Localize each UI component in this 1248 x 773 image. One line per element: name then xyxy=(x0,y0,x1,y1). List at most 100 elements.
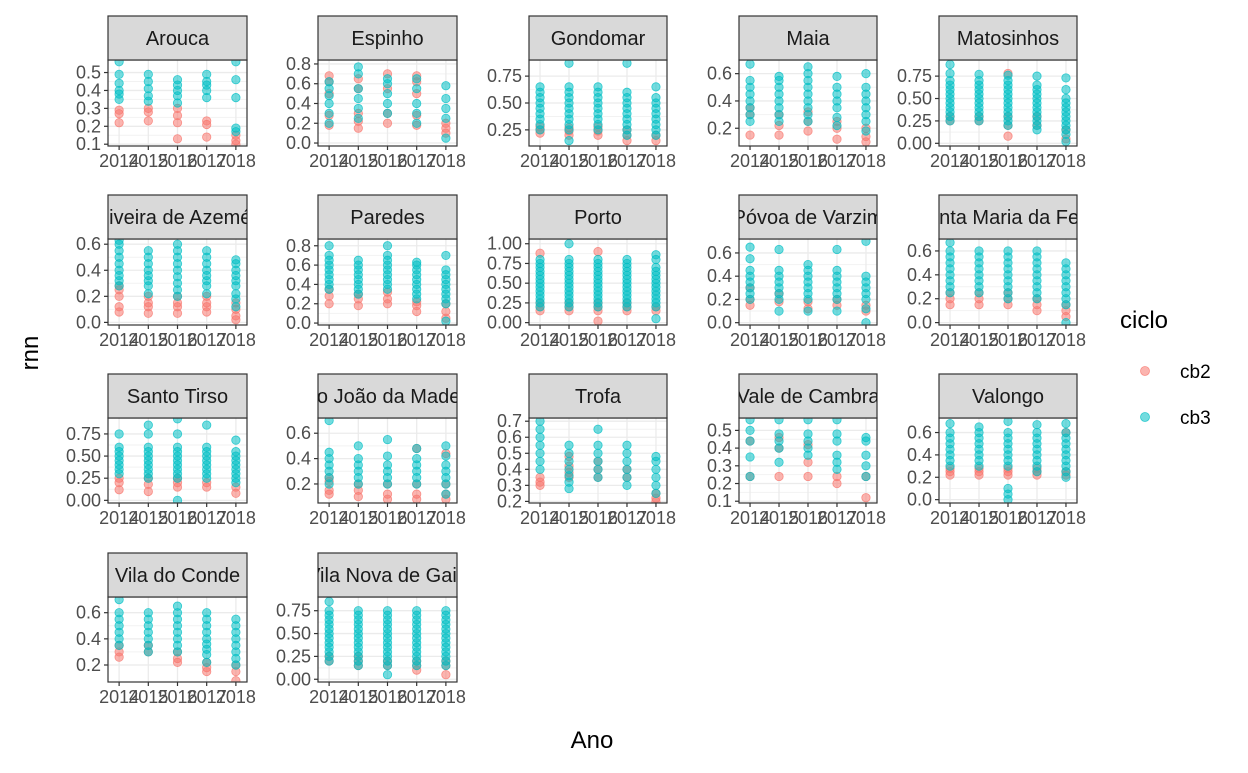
y-tick-label: 0.50 xyxy=(66,446,101,466)
x-tick-label: 2018 xyxy=(846,508,886,528)
data-point-cb3 xyxy=(593,464,603,474)
facet-strip xyxy=(738,194,878,240)
data-point-cb3 xyxy=(832,265,842,275)
data-point-cb3 xyxy=(564,448,574,458)
facet-strip-label: Valongo xyxy=(972,386,1044,408)
legend-label-cb2: cb2 xyxy=(1180,362,1211,383)
data-point-cb3 xyxy=(382,241,393,251)
data-point-cb2 xyxy=(114,105,124,115)
data-point-cb3 xyxy=(832,418,842,425)
y-tick-label: 0.75 xyxy=(66,424,101,444)
data-point-cb3 xyxy=(353,93,363,104)
y-tick-label: 0.2 xyxy=(76,116,101,136)
data-point-cb3 xyxy=(564,239,574,249)
facet-panel: Vila Nova de Gaia0.000.250.500.752014201… xyxy=(276,552,466,707)
x-tick-label: 2014 xyxy=(309,330,349,350)
x-tick-label: 2018 xyxy=(216,330,256,350)
y-tick-label: 0.5 xyxy=(76,63,101,83)
data-point-cb3 xyxy=(832,244,842,255)
data-point-cb2 xyxy=(231,676,241,682)
data-point-cb2 xyxy=(441,306,451,317)
data-point-cb3 xyxy=(441,316,451,325)
y-tick-label: 0.25 xyxy=(276,646,311,666)
data-point-cb3 xyxy=(861,432,871,443)
data-point-cb3 xyxy=(353,113,363,123)
data-point-cb3 xyxy=(622,456,632,466)
data-point-cb3 xyxy=(861,318,871,325)
facet-strip-label: Trofa xyxy=(575,386,622,408)
x-tick-label: 2015 xyxy=(128,508,168,528)
y-tick-label: 0.25 xyxy=(897,111,932,131)
x-tick-label: 2018 xyxy=(1046,330,1086,350)
x-tick-label: 2018 xyxy=(426,151,466,171)
facet-strip-label: São João da Madeira xyxy=(292,386,483,408)
y-tick-label: 0.2 xyxy=(286,294,311,314)
facet-panel: Porto0.000.250.500.751.00201420152016201… xyxy=(487,194,676,350)
x-tick-label: 2014 xyxy=(99,687,139,707)
data-point-cb3 xyxy=(622,480,632,490)
x-tick-label: 2015 xyxy=(959,508,999,528)
y-tick-label: 0.6 xyxy=(286,255,311,275)
data-point-cb3 xyxy=(1003,427,1013,438)
y-tick-label: 0.3 xyxy=(707,456,732,476)
data-point-cb3 xyxy=(231,93,241,103)
y-tick-label: 0.50 xyxy=(487,93,522,113)
x-tick-label: 2018 xyxy=(426,687,466,707)
data-point-cb3 xyxy=(441,133,451,143)
points xyxy=(535,60,661,146)
points xyxy=(114,239,241,325)
data-point-cb3 xyxy=(774,265,784,275)
facet-strip xyxy=(107,15,248,61)
data-point-cb2 xyxy=(172,134,183,144)
data-point-cb3 xyxy=(564,60,574,68)
facet-strip-label: Porto xyxy=(574,207,622,229)
facet-strip xyxy=(317,373,458,419)
data-point-cb3 xyxy=(832,112,842,122)
y-tick-label: 0.6 xyxy=(286,74,311,94)
data-point-cb3 xyxy=(1061,418,1071,429)
data-point-cb3 xyxy=(143,69,153,79)
facet-strip-label: Oliveira de Azeméis xyxy=(89,207,266,229)
data-point-cb3 xyxy=(231,614,241,624)
facet-panel: Matosinhos0.000.250.500.7520142015201620… xyxy=(897,15,1086,171)
data-point-cb3 xyxy=(202,420,212,430)
x-tick-label: 2014 xyxy=(309,687,349,707)
data-point-cb2 xyxy=(412,489,422,499)
x-tick-label: 2016 xyxy=(157,330,197,350)
y-tick-label: 0.2 xyxy=(497,491,522,511)
data-point-cb3 xyxy=(353,606,363,616)
data-point-cb3 xyxy=(1032,71,1042,81)
x-tick-label: 2014 xyxy=(520,330,560,350)
x-tick-label: 2017 xyxy=(187,508,227,528)
data-point-cb2 xyxy=(441,670,451,680)
data-point-cb2 xyxy=(832,134,842,144)
x-tick-label: 2015 xyxy=(128,330,168,350)
data-point-cb3 xyxy=(593,254,603,265)
data-point-cb2 xyxy=(774,130,784,140)
y-tick-label: 0.5 xyxy=(707,420,732,440)
x-tick-label: 2016 xyxy=(157,151,197,171)
data-point-cb3 xyxy=(143,420,153,430)
data-point-cb3 xyxy=(172,75,183,85)
facet-panel: Vila do Conde 0.2 0.4 0.6 201420152016201720… xyxy=(76,552,256,707)
data-point-cb3 xyxy=(832,82,842,92)
data-point-cb3 xyxy=(231,435,241,445)
facet-strip-label: Espinho xyxy=(351,28,423,50)
data-point-cb3 xyxy=(412,108,422,118)
data-point-cb3 xyxy=(564,456,574,466)
x-tick-label: 2016 xyxy=(367,508,407,528)
data-point-cb2 xyxy=(143,116,153,126)
data-point-cb3 xyxy=(974,246,984,256)
x-tick-label: 2015 xyxy=(759,508,799,528)
facet-strip-label: Gondomar xyxy=(551,28,646,50)
y-tick-label: 0.6 xyxy=(907,423,932,443)
facet-panel: São João da Madeira 0.2 0.4 0.6 201420152016… xyxy=(286,373,483,528)
x-tick-label: 2018 xyxy=(216,687,256,707)
x-tick-label: 2014 xyxy=(930,508,970,528)
data-point-cb3 xyxy=(202,69,212,79)
facet-panel: Santa Maria da Feira 0.0 0.2 0.4 0.6 20142015… xyxy=(907,194,1086,350)
data-point-cb3 xyxy=(774,418,784,425)
y-tick-label: 0.6 xyxy=(497,427,522,447)
